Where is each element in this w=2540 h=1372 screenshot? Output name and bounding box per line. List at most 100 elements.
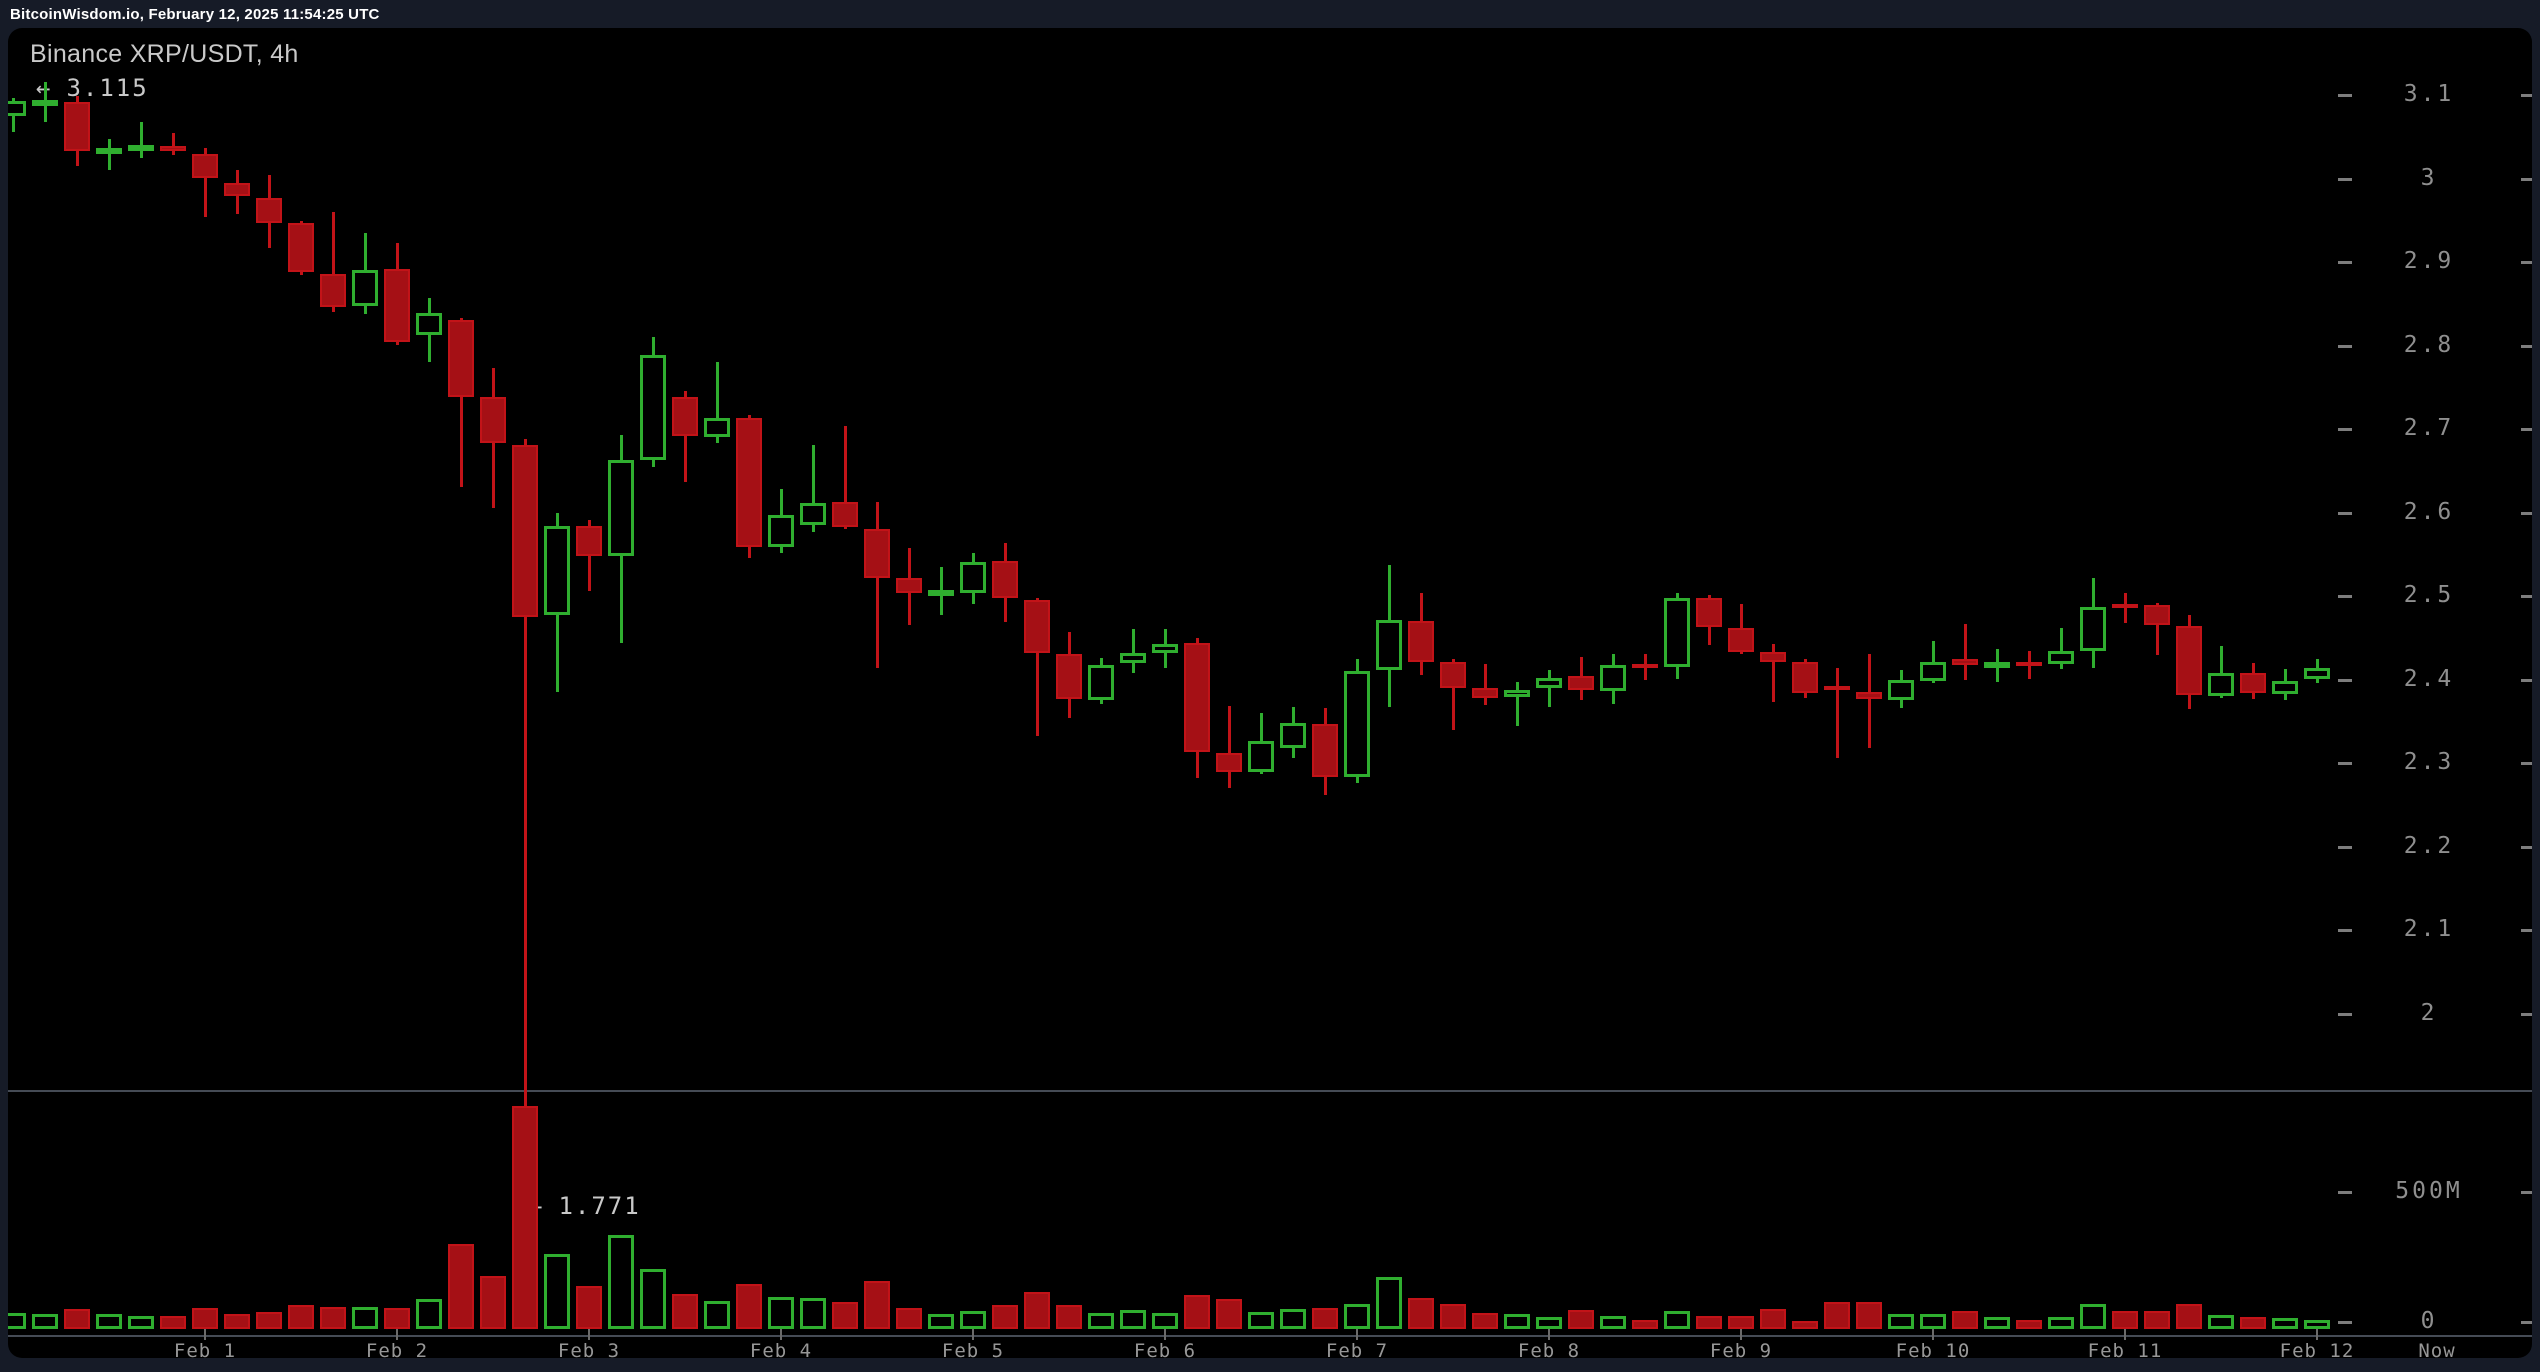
candle-body (160, 145, 186, 151)
candle-body (1504, 690, 1530, 698)
candle-body (1888, 680, 1914, 701)
volume-bar (2240, 1316, 2266, 1329)
candle-wick (1964, 624, 1967, 681)
candle-body (416, 312, 442, 335)
volume-bar (1280, 1308, 1306, 1329)
volume-bar (128, 1316, 154, 1329)
candle-body (1120, 652, 1146, 663)
candle-body (1152, 643, 1178, 653)
volume-bar (160, 1316, 186, 1329)
candle-wick (2220, 646, 2223, 698)
candle-wick (1484, 664, 1487, 706)
volume-bar (96, 1313, 122, 1329)
volume-bar (448, 1244, 474, 1329)
candle-wick (1868, 653, 1871, 748)
volume-bar (1024, 1292, 1050, 1329)
candle-body (896, 577, 922, 593)
candle-body (1792, 661, 1818, 693)
volume-bar (8, 1313, 26, 1329)
candle-body (1472, 687, 1498, 698)
candle-wick (812, 444, 815, 532)
volume-tick-left (2338, 1191, 2352, 1194)
candle-body (448, 319, 474, 398)
candle-body (672, 397, 698, 436)
volume-bar (800, 1298, 826, 1329)
candle-body (1312, 723, 1338, 778)
candle-body (800, 503, 826, 526)
price-tick-left (2338, 762, 2352, 765)
candle-body (1856, 692, 1882, 699)
candle-wick (1772, 643, 1775, 703)
candle-body (288, 222, 314, 272)
volume-bar (256, 1312, 282, 1329)
candle-body (2208, 672, 2234, 697)
candle-body (2016, 661, 2042, 666)
volume-bar (224, 1313, 250, 1329)
candle-body (928, 590, 954, 597)
candle-wick (1452, 658, 1455, 731)
volume-bar (1856, 1301, 1882, 1329)
volume-bar (1792, 1321, 1818, 1329)
x-axis-date-label: Feb 1 (173, 1340, 237, 1358)
price-tick-right (2521, 177, 2532, 181)
volume-bar (512, 1105, 538, 1329)
candle-body (1664, 597, 1690, 667)
price-axis-label: 2.6 (2403, 498, 2455, 525)
candle-body (352, 270, 378, 307)
volume-bar (992, 1304, 1018, 1329)
candle-body (1344, 671, 1370, 778)
volume-bar (864, 1281, 890, 1329)
candle-body (2304, 667, 2330, 680)
volume-bar (1536, 1316, 1562, 1329)
price-tick-left (2338, 344, 2352, 348)
volume-bar (1504, 1313, 1530, 1329)
candle-wick (1132, 629, 1135, 673)
day-tick (2316, 1324, 2318, 1340)
site-title-and-clock: BitcoinWisdom.io, February 12, 2025 11:5… (10, 5, 380, 23)
candle-body (32, 100, 58, 106)
price-volume-separator (8, 1090, 2532, 1092)
volume-bar (192, 1307, 218, 1329)
volume-bar (384, 1307, 410, 1329)
volume-bar (1184, 1295, 1210, 1329)
x-axis-date-label: Feb 5 (941, 1340, 1005, 1358)
candle-body (1600, 665, 1626, 692)
volume-bar (1088, 1313, 1114, 1329)
candle-body (1440, 661, 1466, 688)
volume-bar (2272, 1318, 2298, 1329)
candle-wick (1036, 597, 1039, 737)
price-axis-label: 3.1 (2403, 81, 2455, 107)
volume-bar (1984, 1316, 2010, 1329)
candle-body (864, 529, 890, 578)
candle-body (576, 525, 602, 556)
candle-body (8, 100, 26, 116)
price-tick-right (2521, 845, 2532, 849)
day-tick (588, 1324, 590, 1340)
candle-body (2176, 626, 2202, 696)
candle-body (1984, 661, 2010, 668)
price-tick-right (2521, 94, 2532, 97)
chart-canvas[interactable]: Binance XRP/USDT, 4h ←3.115 ←1.771 3.1 3 2… (8, 28, 2532, 1358)
candle-wick (876, 501, 879, 668)
candle-body (1952, 659, 1978, 666)
candle-wick (172, 133, 175, 156)
chart-title: Binance XRP/USDT, 4h (30, 40, 299, 68)
volume-bar (1600, 1316, 1626, 1329)
candle-body (960, 561, 986, 593)
candle-body (2048, 651, 2074, 664)
candle-body (1024, 600, 1050, 653)
volume-bar (960, 1310, 986, 1329)
volume-bar (1312, 1307, 1338, 1329)
candle-wick (2060, 627, 2063, 669)
price-axis-label: 2.5 (2403, 582, 2455, 608)
volume-bar (2208, 1315, 2234, 1329)
volume-bar (1248, 1312, 1274, 1329)
volume-bar (768, 1296, 794, 1329)
price-tick-left (2338, 511, 2352, 515)
volume-bar (1824, 1301, 1850, 1329)
volume-bar (288, 1304, 314, 1329)
candle-wick (2124, 593, 2127, 623)
volume-axis-label: 0 (2420, 1308, 2438, 1334)
candle-wick (108, 139, 111, 171)
